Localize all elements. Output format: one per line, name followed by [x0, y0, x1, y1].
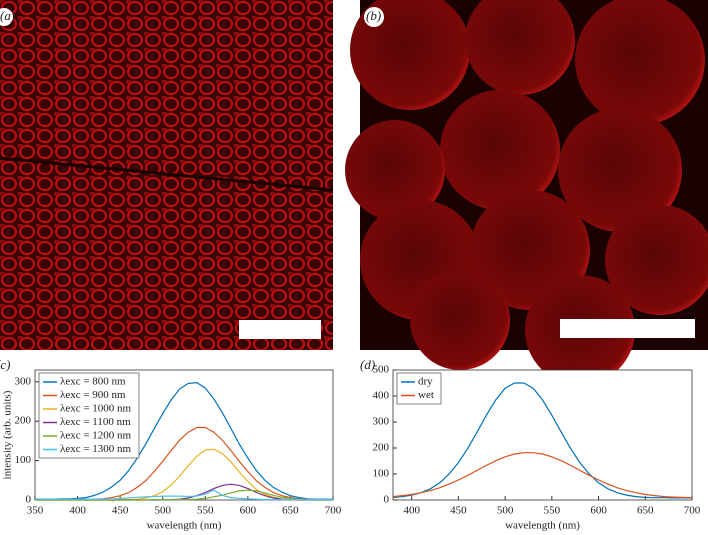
panel-label: (b) — [366, 8, 381, 23]
legend-box — [38, 372, 140, 459]
legend-label: λexc = 800 nm — [60, 376, 126, 388]
x-tick-label: 500 — [154, 505, 171, 517]
label-badge — [364, 7, 384, 27]
legend-label: λexc = 900 nm — [60, 389, 126, 401]
y-tick-label: 400 — [373, 390, 390, 402]
legend-label: λexc = 1200 nm — [60, 430, 132, 442]
legend-box — [396, 372, 442, 405]
legend-label: dry — [418, 376, 433, 388]
x-tick-label: 450 — [450, 505, 467, 517]
y-tick-label: 100 — [373, 468, 390, 480]
y-tick-label: 0 — [384, 494, 390, 506]
x-tick-label: 350 — [27, 505, 44, 517]
panel-label: (c) — [0, 357, 10, 372]
x-tick-label: 500 — [497, 505, 514, 517]
x-tick-label: 400 — [403, 505, 420, 517]
y-tick-label: 300 — [373, 416, 390, 428]
x-tick-label: 700 — [325, 505, 342, 517]
x-tick-label: 600 — [240, 505, 257, 517]
y-tick-label: 500 — [373, 364, 390, 376]
panel-label: (a) — [0, 8, 15, 23]
legend-label: λexc = 1100 nm — [60, 416, 131, 428]
scale-bar — [560, 319, 695, 338]
series-line — [35, 489, 333, 501]
x-tick-label: 450 — [112, 505, 129, 517]
series-line — [35, 489, 333, 501]
y-tick-label: 200 — [15, 415, 32, 427]
y-tick-label: 300 — [15, 375, 32, 387]
image-a — [0, 0, 334, 350]
series-line — [392, 382, 692, 499]
panel-label: (d) — [360, 357, 375, 372]
label-badge — [0, 8, 13, 26]
legend-label: λexc = 1000 nm — [60, 403, 132, 415]
x-tick-label: 700 — [684, 505, 701, 517]
legend-label: λexc = 1300 nm — [60, 443, 132, 455]
x-axis-label: wavelength (nm) — [505, 520, 580, 532]
plot-area — [392, 369, 693, 501]
y-tick-label: 0 — [26, 494, 32, 506]
x-tick-label: 600 — [590, 505, 607, 517]
x-tick-label: 550 — [544, 505, 561, 517]
y-axis-label: intensity (arb. units) — [2, 390, 14, 479]
series-line — [35, 381, 333, 500]
y-tick-label: 200 — [373, 442, 390, 454]
x-tick-label: 650 — [637, 505, 654, 517]
image-b — [345, 0, 708, 385]
y-tick-label: 100 — [15, 454, 32, 466]
series-line — [392, 452, 693, 499]
x-axis-label: wavelength (nm) — [147, 520, 222, 532]
scale-bar — [239, 320, 321, 339]
x-tick-label: 400 — [69, 505, 86, 517]
x-tick-label: 650 — [282, 505, 299, 517]
legend-label: wet — [418, 389, 434, 401]
x-tick-label: 550 — [197, 505, 214, 517]
